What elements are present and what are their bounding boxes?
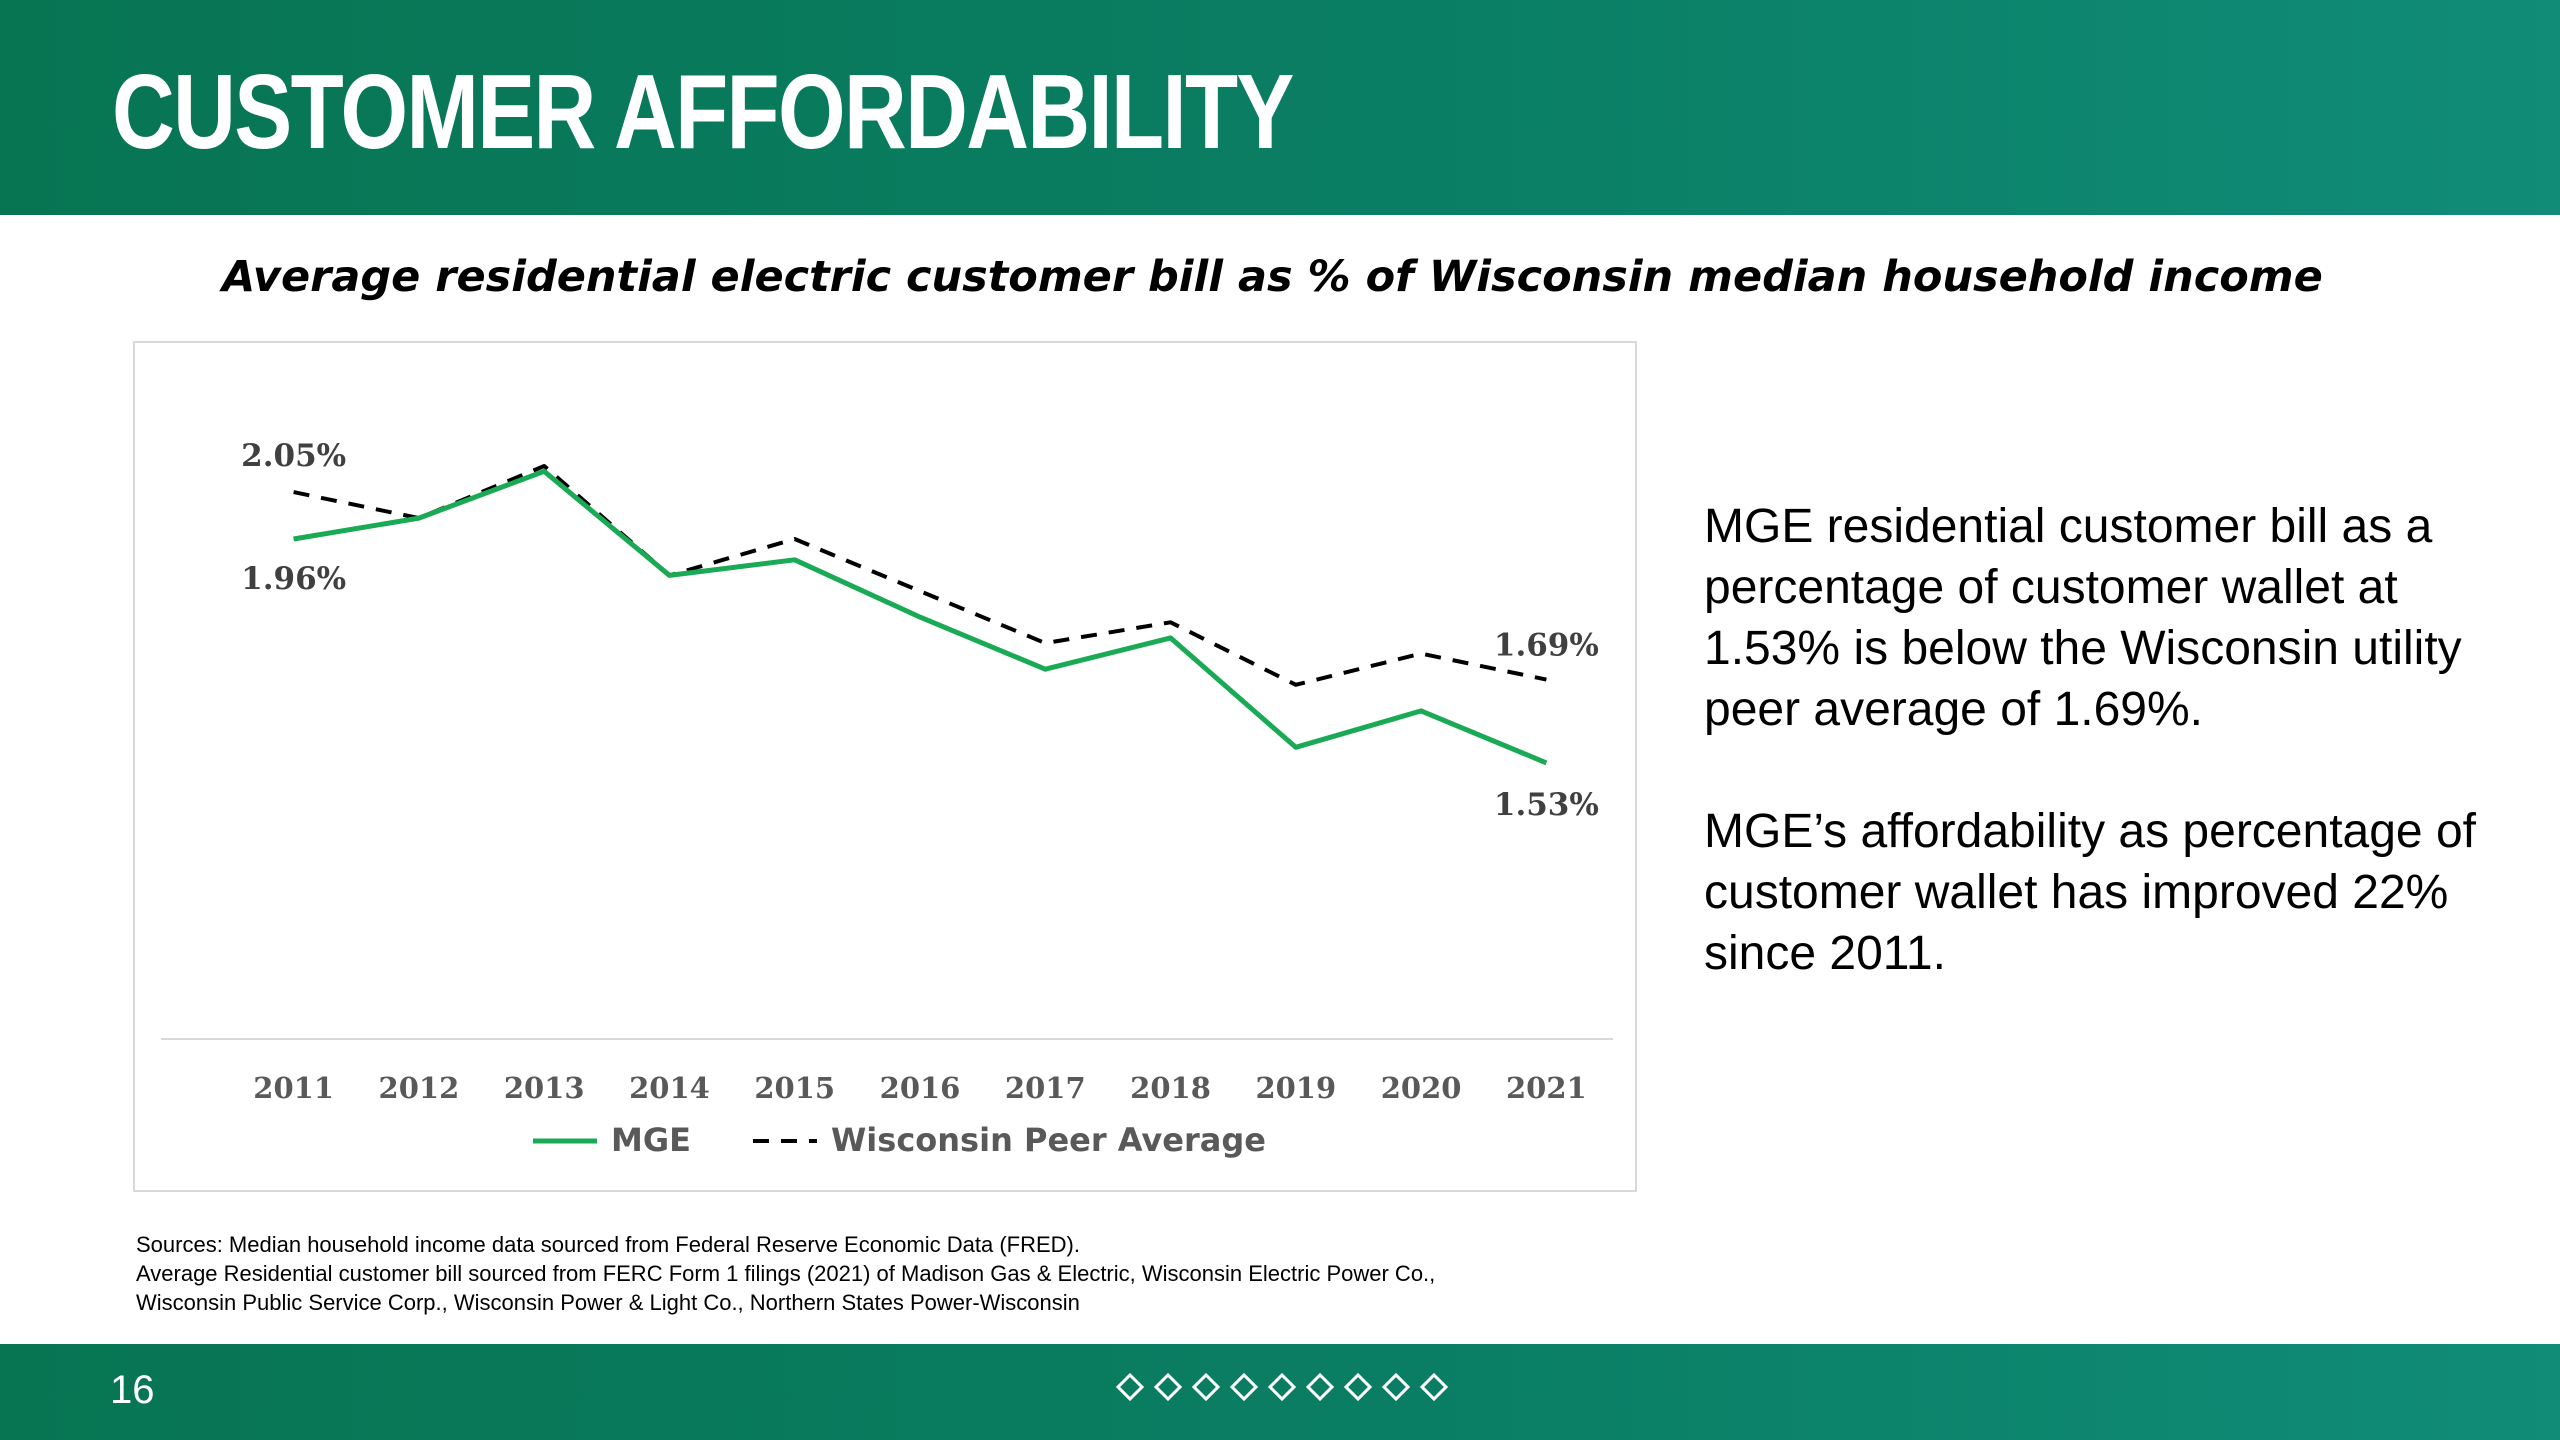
diamond-icon — [1152, 1371, 1184, 1403]
mge-line — [293, 468, 1548, 766]
x-tick-label: 2021 — [1506, 1071, 1587, 1105]
footer-bar: 16 — [0, 1344, 2560, 1440]
summary-paragraph-2: MGE’s affordability as percentage of cus… — [1704, 805, 2476, 980]
diamond-icon — [1380, 1371, 1412, 1403]
diamond-icon — [1418, 1371, 1450, 1403]
legend-label: Wisconsin Peer Average — [831, 1121, 1266, 1159]
diamond-icon — [1114, 1371, 1146, 1403]
sources-line-3: Wisconsin Public Service Corp., Wisconsi… — [136, 1290, 1080, 1315]
summary-paragraph-1: MGE residential customer bill as a perce… — [1704, 500, 2462, 736]
x-tick-label: 2019 — [1255, 1071, 1336, 1105]
data-label: 2.05% — [241, 438, 346, 474]
data-label: 1.53% — [1494, 787, 1599, 823]
chart-frame: 2011 2012 2013 2014 2015 2016 2017 2018 2019 2020… — [133, 341, 1637, 1192]
diamond-icon — [1304, 1371, 1336, 1403]
diamond-icon — [1342, 1371, 1374, 1403]
page-number: 16 — [110, 1368, 155, 1412]
x-tick-label: 2012 — [379, 1071, 460, 1105]
x-tick-label: 2018 — [1130, 1071, 1211, 1105]
legend-label: MGE — [611, 1121, 691, 1159]
page-title: CUSTOMER AFFORDABILITY — [112, 53, 1294, 171]
peer-average-line — [293, 464, 1547, 687]
x-tick-label: 2014 — [629, 1071, 710, 1105]
x-tick-label: 2013 — [504, 1071, 585, 1105]
diamond-icon — [1190, 1371, 1222, 1403]
x-tick-label: 2020 — [1381, 1071, 1462, 1105]
x-tick-label: 2017 — [1005, 1071, 1086, 1105]
diamond-icon — [1228, 1371, 1260, 1403]
line-chart: 2011 2012 2013 2014 2015 2016 2017 2018 2019 2020… — [161, 438, 1613, 1159]
diamond-ornament — [1114, 1371, 1450, 1403]
chart-title: Average residential electric customer bi… — [222, 252, 2323, 302]
sources-note: Sources: Median household income data so… — [136, 1230, 1435, 1317]
x-tick-label: 2011 — [253, 1071, 334, 1105]
sources-line-2: Average Residential customer bill source… — [136, 1261, 1436, 1286]
x-tick-label: 2015 — [754, 1071, 835, 1105]
summary-text: MGE residential customer bill as a perce… — [1704, 496, 2524, 1045]
sources-line-1: Sources: Median household income data so… — [136, 1232, 1080, 1257]
data-label: 1.96% — [241, 561, 346, 597]
header-bar: CUSTOMER AFFORDABILITY — [0, 0, 2560, 215]
x-tick-label: 2016 — [880, 1071, 961, 1105]
diamond-icon — [1266, 1371, 1298, 1403]
data-label: 1.69% — [1494, 628, 1599, 664]
